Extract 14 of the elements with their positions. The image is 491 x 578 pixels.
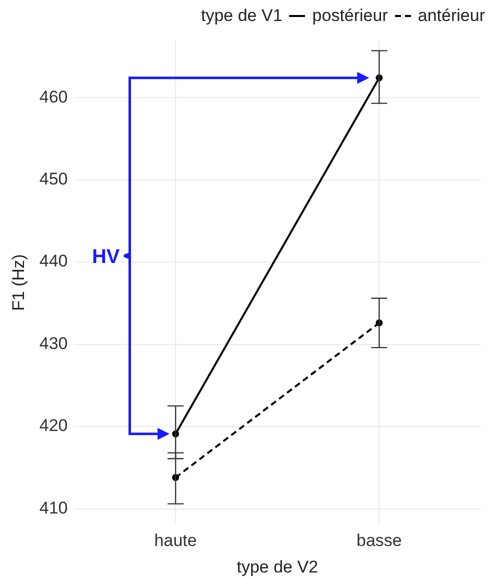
- y-axis-title: F1 (Hz): [8, 254, 28, 311]
- x-tick-label: basse: [356, 531, 402, 550]
- legend-label: antérieur: [418, 6, 485, 26]
- legend-title: type de V1: [201, 6, 282, 26]
- y-tick-label: 430: [39, 334, 68, 353]
- y-tick-label: 450: [39, 169, 68, 188]
- x-tick-label: haute: [154, 531, 197, 550]
- legend-label: postérieur: [312, 6, 388, 26]
- y-tick-label: 420: [39, 416, 68, 436]
- x-axis-title: type de V2: [236, 557, 318, 576]
- annotation: HV: [92, 246, 120, 268]
- y-tick-label: 440: [39, 252, 68, 271]
- y-tick-label: 460: [39, 87, 68, 106]
- y-tick-label: 410: [39, 498, 68, 518]
